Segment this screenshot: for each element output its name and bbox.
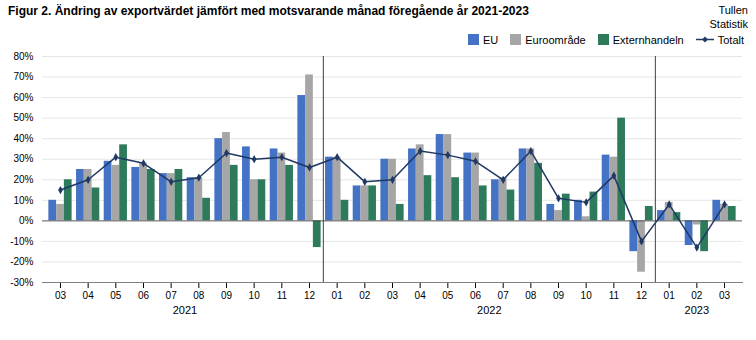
svg-text:06: 06 bbox=[138, 289, 150, 300]
svg-text:05: 05 bbox=[442, 289, 454, 300]
svg-text:07: 07 bbox=[166, 289, 178, 300]
svg-text:04: 04 bbox=[415, 289, 427, 300]
svg-text:-20%: -20% bbox=[10, 256, 33, 267]
svg-text:12: 12 bbox=[304, 289, 316, 300]
svg-text:12: 12 bbox=[636, 289, 648, 300]
svg-text:11: 11 bbox=[277, 289, 288, 300]
html-text:Euroområde: Euroområde bbox=[525, 33, 586, 46]
svg-text:-30%: -30% bbox=[10, 276, 33, 287]
svg-text:03: 03 bbox=[719, 289, 731, 300]
svg-text:30%: 30% bbox=[13, 153, 33, 164]
svg-text:09: 09 bbox=[221, 289, 233, 300]
html-text:Externhandeln: Externhandeln bbox=[612, 33, 684, 46]
svg-text:70%: 70% bbox=[13, 71, 33, 82]
svg-text:08: 08 bbox=[193, 289, 205, 300]
svg-text:02: 02 bbox=[691, 289, 703, 300]
html-text:Figur 2. Ändring av exportvärd: Figur 2. Ändring av exportvärdet jämfört… bbox=[8, 4, 529, 18]
svg-text:20%: 20% bbox=[13, 173, 33, 184]
svg-text:-10%: -10% bbox=[10, 235, 33, 246]
svg-text:06: 06 bbox=[470, 289, 482, 300]
svg-text:02: 02 bbox=[359, 289, 371, 300]
svg-text:50%: 50% bbox=[13, 112, 33, 123]
svg-text:11: 11 bbox=[609, 289, 620, 300]
svg-text:05: 05 bbox=[110, 289, 122, 300]
svg-text:01: 01 bbox=[332, 289, 344, 300]
svg-text:09: 09 bbox=[553, 289, 565, 300]
svg-text:07: 07 bbox=[498, 289, 510, 300]
svg-text:60%: 60% bbox=[13, 91, 33, 102]
svg-text:2023: 2023 bbox=[685, 304, 709, 316]
svg-text:03: 03 bbox=[387, 289, 399, 300]
svg-text:0%: 0% bbox=[19, 215, 34, 226]
svg-text:01: 01 bbox=[664, 289, 676, 300]
html-text:EU: EU bbox=[482, 33, 499, 46]
svg-text:03: 03 bbox=[55, 289, 67, 300]
html-text:Tullen Statistik: Tullen Statistik bbox=[709, 4, 748, 30]
svg-text:10: 10 bbox=[581, 289, 593, 300]
svg-text:80%: 80% bbox=[13, 50, 33, 61]
svg-text:40%: 40% bbox=[13, 132, 33, 143]
svg-text:10%: 10% bbox=[13, 194, 33, 205]
html-text:Totalt: Totalt bbox=[717, 33, 744, 46]
svg-text:04: 04 bbox=[83, 289, 95, 300]
svg-text:10: 10 bbox=[249, 289, 261, 300]
svg-text:2022: 2022 bbox=[477, 304, 501, 316]
svg-text:08: 08 bbox=[525, 289, 537, 300]
svg-text:2021: 2021 bbox=[173, 304, 197, 316]
